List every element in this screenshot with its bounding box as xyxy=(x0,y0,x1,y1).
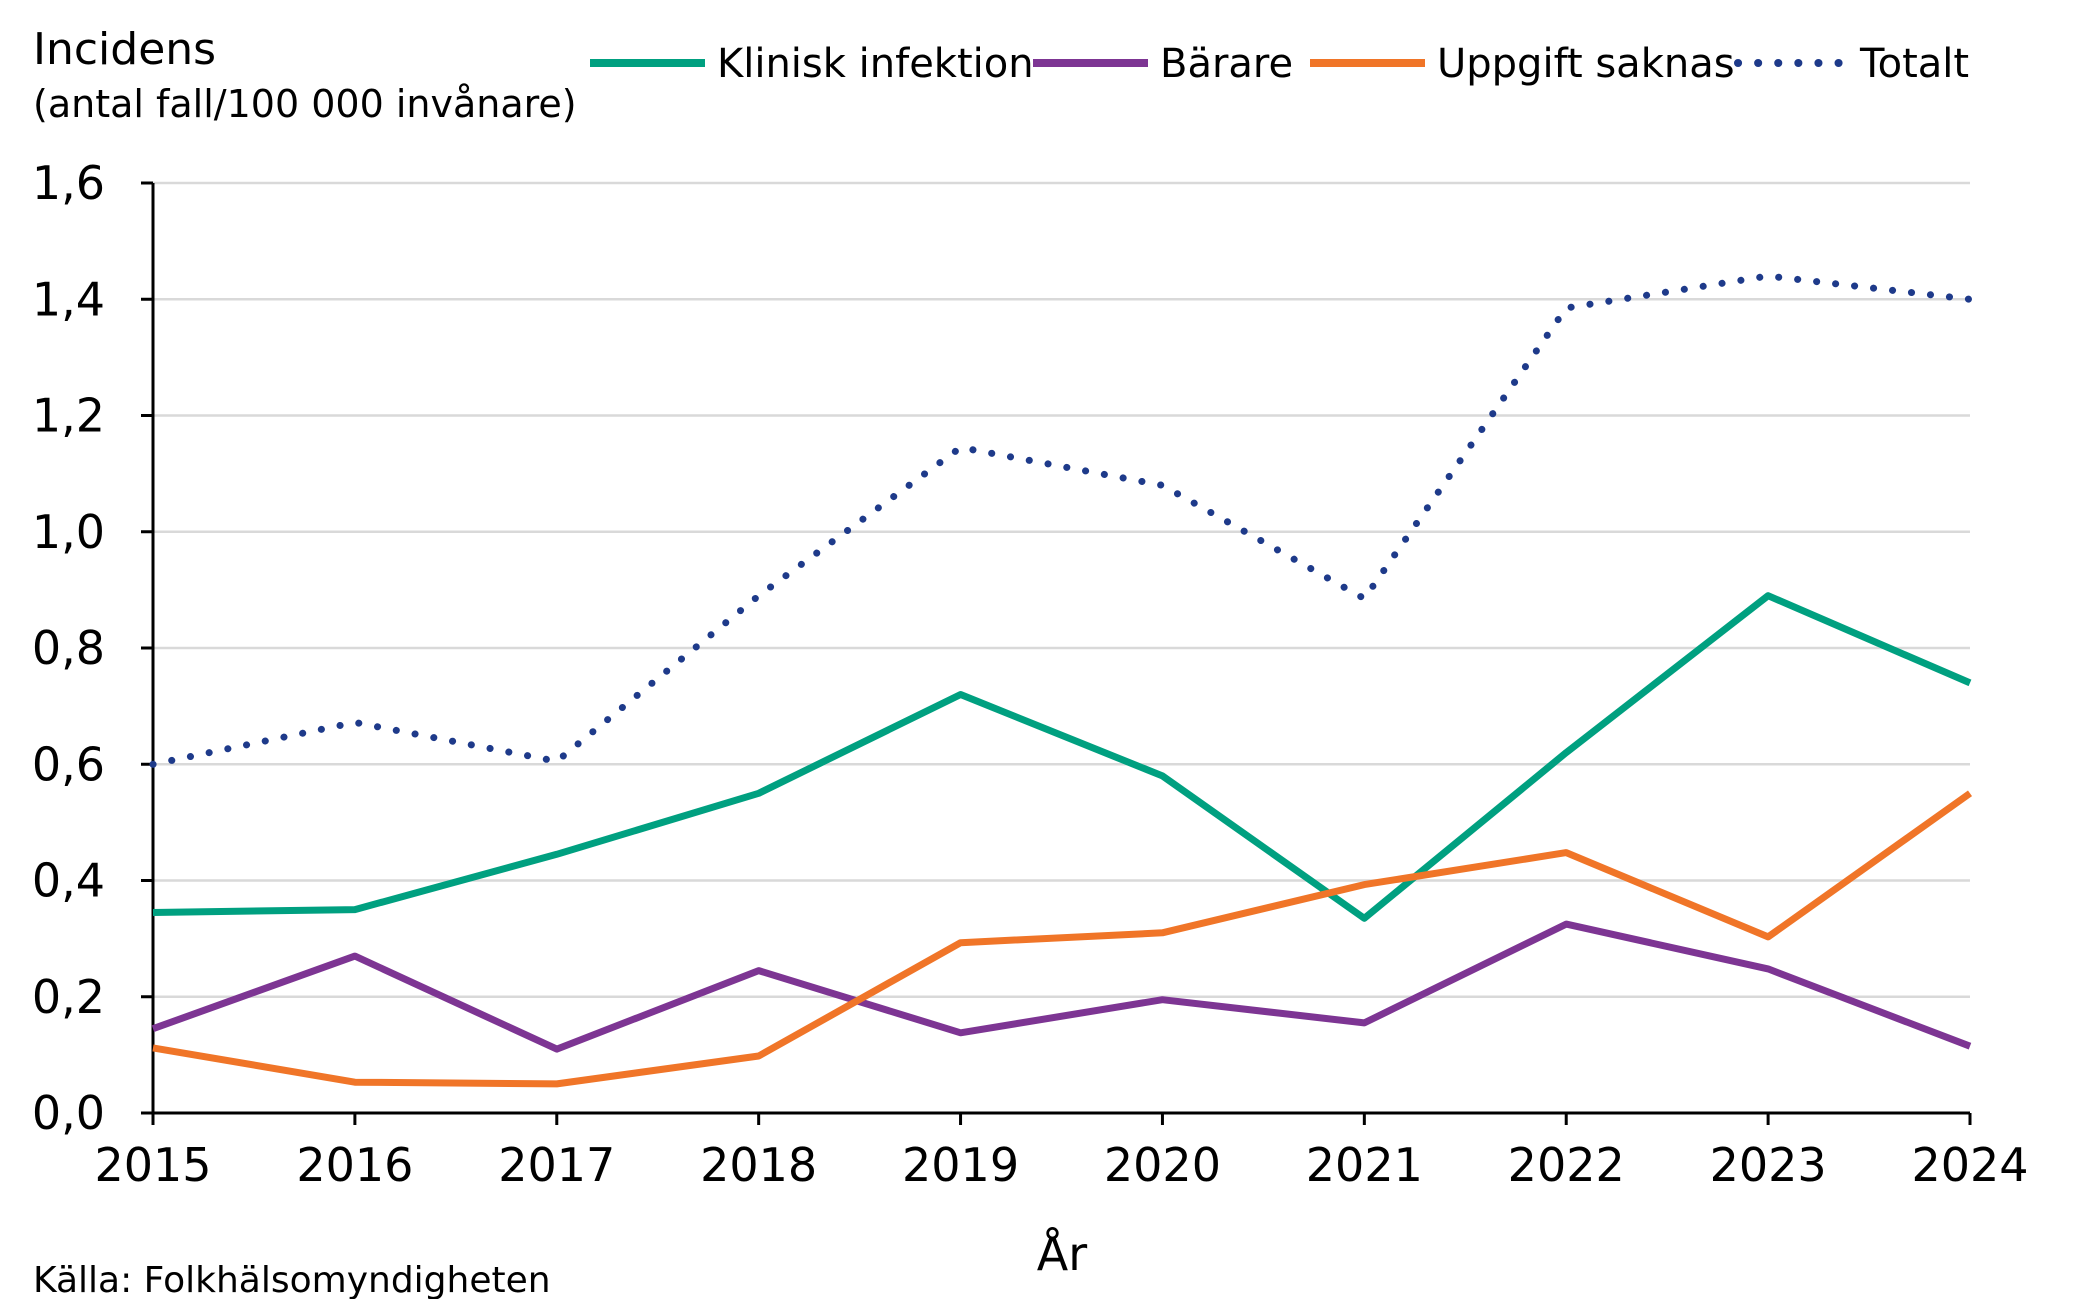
x-tick-label: 2017 xyxy=(498,1138,615,1192)
x-tick-label: 2016 xyxy=(296,1138,413,1192)
series-lines xyxy=(149,272,1974,1088)
legend-label: Uppgift saknas xyxy=(1437,41,1735,87)
y-ticks: 0,0 0,2 0,4 0,6 0,8 1,0 1,2 1,4 1,6 xyxy=(32,156,153,1140)
x-tick-label: 2015 xyxy=(94,1138,211,1192)
gridlines xyxy=(153,181,1970,998)
source-note: Källa: Folkhälsomyndigheten xyxy=(33,1260,551,1299)
legend-label: Bärare xyxy=(1160,41,1293,87)
y-tick-label: 1,6 xyxy=(32,156,105,210)
x-tick-label: 2023 xyxy=(1710,1138,1827,1192)
x-tick-label: 2020 xyxy=(1104,1138,1221,1192)
y-axis-label-line1: Incidens xyxy=(33,24,216,75)
y-tick-label: 0,0 xyxy=(32,1086,105,1140)
y-axis-label-line2: (antal fall/100 000 invånare) xyxy=(33,82,577,126)
x-tick-label: 2019 xyxy=(902,1138,1019,1192)
x-tick-label: 2022 xyxy=(1508,1138,1625,1192)
y-tick-label: 0,4 xyxy=(32,854,105,908)
series-line-totalt xyxy=(149,272,1974,768)
legend-label: Klinisk infektion xyxy=(717,41,1034,87)
series-line-klinisk-infektion xyxy=(152,592,1972,922)
x-ticks: 2015 2016 2017 2018 2019 2020 2021 2022 2023 2024 xyxy=(94,1113,2029,1192)
x-tick-label: 2021 xyxy=(1306,1138,1423,1192)
x-tick-label: 2018 xyxy=(700,1138,817,1192)
legend-label: Totalt xyxy=(1859,41,1969,87)
legend: Klinisk infektion Bärare Uppgift saknas Tot… xyxy=(590,41,1969,87)
series-line-uppgift-saknas xyxy=(152,790,1973,1088)
y-tick-label: 1,0 xyxy=(32,505,105,559)
y-tick-label: 0,2 xyxy=(32,970,105,1024)
x-axis-label: År xyxy=(1037,1227,1087,1281)
y-tick-label: 0,8 xyxy=(32,621,105,675)
y-tick-label: 1,4 xyxy=(32,272,105,326)
y-tick-label: 0,6 xyxy=(32,737,105,791)
x-tick-label: 2024 xyxy=(1911,1138,2028,1192)
y-tick-label: 1,2 xyxy=(32,389,105,443)
series-line-b-rare xyxy=(151,920,1972,1053)
